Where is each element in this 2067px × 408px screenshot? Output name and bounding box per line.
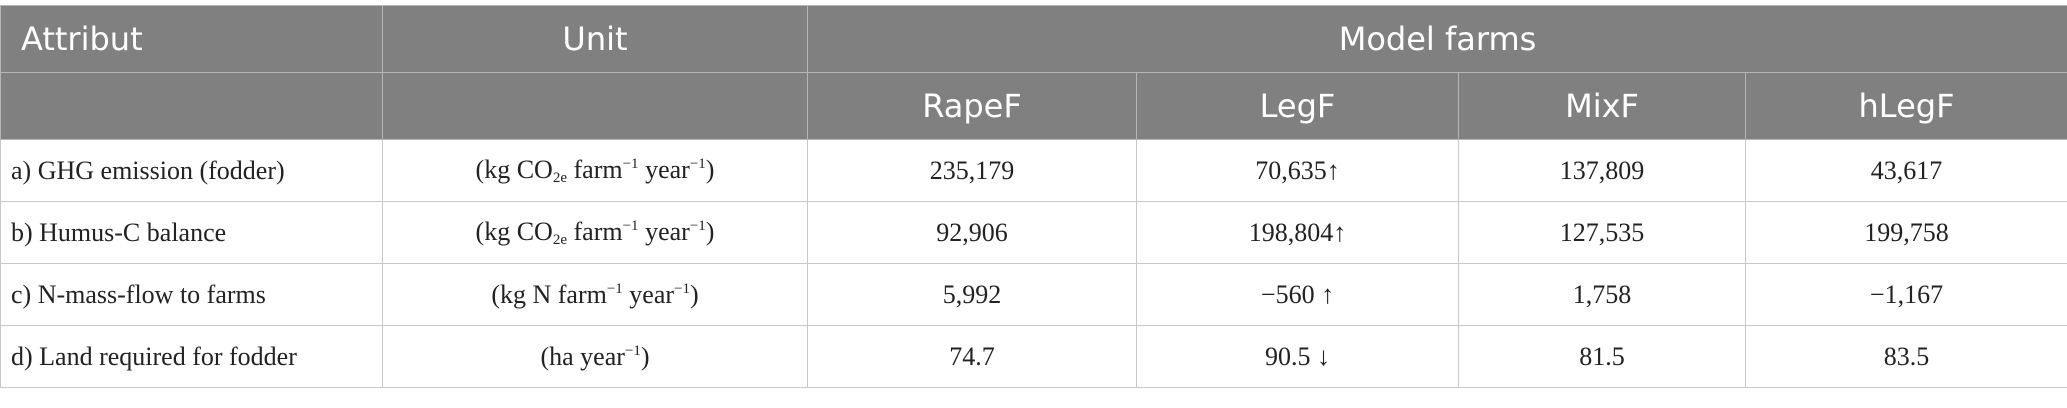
header-cell: LegF [1136, 72, 1459, 140]
text: year [638, 216, 690, 246]
superscript: −1 [622, 217, 639, 234]
superscript: −1 [689, 155, 706, 172]
text: (kg N farm [491, 279, 607, 309]
text: ) [690, 279, 699, 309]
cell: 199,758 [1745, 201, 2067, 264]
cell: 137,809 [1458, 139, 1746, 202]
cell: −560 ↑ [1136, 263, 1459, 326]
cell: 81.5 [1458, 325, 1746, 388]
text: ) [705, 154, 715, 184]
cell: 43,617 [1745, 139, 2067, 202]
superscript: −1 [689, 217, 706, 234]
text: (kg CO [475, 154, 553, 184]
cell: 1,758 [1458, 263, 1746, 326]
text: ) [640, 341, 650, 371]
text: year [622, 279, 675, 309]
header-row: Attribut Unit Model farms [0, 5, 2067, 73]
header-cell: Unit [382, 5, 808, 73]
cell: 127,535 [1458, 201, 1746, 264]
cell: 83.5 [1745, 325, 2067, 388]
row: d) Land required for fodder (ha year−1) … [0, 325, 2067, 388]
cell: −1,167 [1745, 263, 2067, 326]
unit-cell: (ha year−1) [382, 325, 808, 388]
subscript: 2e [552, 169, 567, 186]
cell: 70,635↑ [1136, 139, 1459, 202]
row: c) N-mass-flow to farms (kg N farm−1 yea… [0, 263, 2067, 326]
text: ) [705, 216, 715, 246]
header-cell: Model farms [807, 5, 2067, 73]
header-cell: RapeF [807, 72, 1137, 140]
header-row: RapeF LegF MixF hLegF [0, 72, 2067, 140]
subscript: 2e [552, 231, 567, 248]
header-cell: MixF [1458, 72, 1746, 140]
header-cell [382, 72, 808, 140]
cell: 235,179 [807, 139, 1137, 202]
superscript: −1 [624, 342, 641, 359]
superscript: −1 [606, 280, 623, 297]
cell: b) Humus-C balance [0, 201, 383, 264]
text: (ha year [540, 341, 625, 371]
cell: a) GHG emission (fodder) [0, 139, 383, 202]
data-table: Attribut Unit Model farms RapeF LegF Mix… [0, 5, 2067, 388]
table-body: a) GHG emission (fodder) (kg CO2e farm−1… [0, 139, 2067, 388]
header-cell: Attribut [0, 5, 383, 73]
superscript: −1 [622, 155, 639, 172]
header-cell: hLegF [1745, 72, 2067, 140]
row: a) GHG emission (fodder) (kg CO2e farm−1… [0, 139, 2067, 202]
unit-cell: (kg N farm−1 year−1) [382, 263, 808, 326]
row: b) Humus-C balance (kg CO2e farm−1 year−… [0, 201, 2067, 264]
cell: d) Land required for fodder [0, 325, 383, 388]
cell: 198,804↑ [1136, 201, 1459, 264]
cell: 74.7 [807, 325, 1137, 388]
text: farm [567, 216, 623, 246]
superscript: −1 [674, 280, 691, 297]
header-cell [0, 72, 383, 140]
cell: 90.5 ↓ [1136, 325, 1459, 388]
cell: 5,992 [807, 263, 1137, 326]
text: year [638, 154, 690, 184]
cell: 92,906 [807, 201, 1137, 264]
text: (kg CO [475, 216, 553, 246]
unit-cell: (kg CO2e farm−1 year−1) [382, 201, 808, 264]
text: farm [567, 154, 623, 184]
cell: c) N-mass-flow to farms [0, 263, 383, 326]
unit-cell: (kg CO2e farm−1 year−1) [382, 139, 808, 202]
